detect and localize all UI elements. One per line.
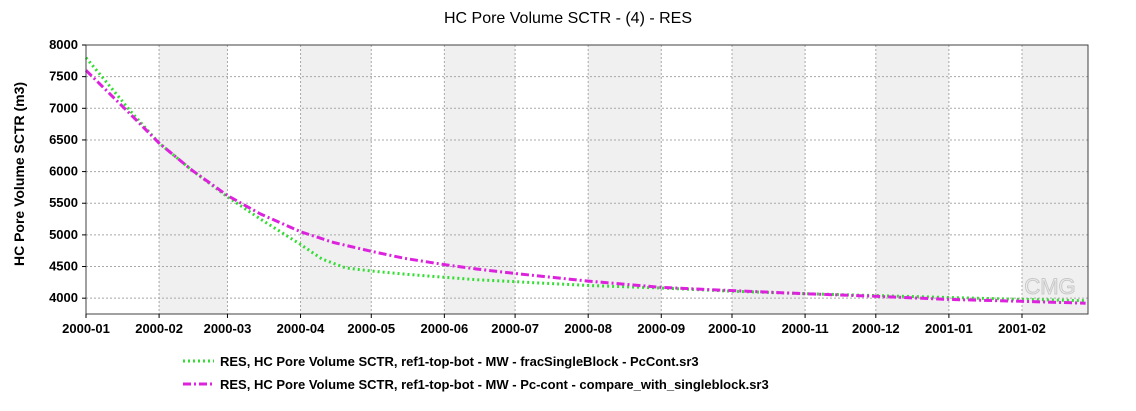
y-tick-label: 8000 bbox=[49, 37, 78, 52]
x-tick-label: 2000-02 bbox=[135, 321, 183, 336]
x-tick-label: 2000-12 bbox=[852, 321, 900, 336]
x-tick-label: 2000-10 bbox=[708, 321, 756, 336]
month-band bbox=[588, 45, 662, 314]
x-tick-labels: 2000-01 2000-02 2000-03 2000-04 2000-05 2000-… bbox=[62, 314, 1046, 336]
x-tick-label: 2000-05 bbox=[347, 321, 395, 336]
y-tick-label: 6000 bbox=[49, 164, 78, 179]
plot-frame bbox=[85, 44, 1089, 315]
month-band bbox=[1021, 45, 1088, 314]
y-tick-label: 7000 bbox=[49, 100, 78, 115]
series-layer bbox=[84, 56, 1086, 305]
month-band bbox=[731, 45, 806, 314]
x-tick-label: 2001-01 bbox=[925, 321, 973, 336]
chart-title: HC Pore Volume SCTR - (4) - RES bbox=[444, 10, 692, 27]
x-tick-label: 2001-02 bbox=[998, 321, 1046, 336]
month-band bbox=[875, 45, 949, 314]
y-tick-label: 6500 bbox=[49, 132, 78, 147]
x-tick-label: 2000-03 bbox=[204, 321, 252, 336]
month-band bbox=[300, 45, 372, 314]
month-band bbox=[444, 45, 516, 314]
y-tick-label: 4500 bbox=[49, 259, 78, 274]
axes bbox=[85, 44, 1089, 315]
plot-background bbox=[86, 45, 1088, 314]
x-tick-label: 2000-11 bbox=[782, 321, 829, 336]
legend-label-1: RES, HC Pore Volume SCTR, ref1-top-bot -… bbox=[220, 354, 699, 369]
watermark-logo: CMG bbox=[1024, 274, 1075, 299]
series-line-2 bbox=[84, 69, 1086, 305]
y-tick-label: 5000 bbox=[49, 227, 78, 242]
y-tick-label: 4000 bbox=[49, 290, 78, 305]
y-tick-label: 5500 bbox=[49, 195, 78, 210]
x-tick-label: 2000-07 bbox=[491, 321, 539, 336]
y-axis-label: HC Pore Volume SCTR (m3) bbox=[11, 82, 27, 266]
x-tick-label: 2000-08 bbox=[564, 321, 612, 336]
x-tick-label: 2000-04 bbox=[277, 321, 325, 336]
legend: RES, HC Pore Volume SCTR, ref1-top-bot -… bbox=[183, 354, 769, 392]
y-tick-labels: 4000 4500 5000 5500 6000 6500 7000 7500 8000 bbox=[49, 37, 86, 305]
y-tick-label: 7500 bbox=[49, 69, 78, 84]
x-tick-label: 2000-09 bbox=[637, 321, 685, 336]
x-tick-label: 2000-06 bbox=[421, 321, 469, 336]
legend-label-2: RES, HC Pore Volume SCTR, ref1-top-bot -… bbox=[220, 377, 769, 392]
month-band bbox=[159, 45, 228, 314]
x-tick-label: 2000-01 bbox=[62, 321, 110, 336]
